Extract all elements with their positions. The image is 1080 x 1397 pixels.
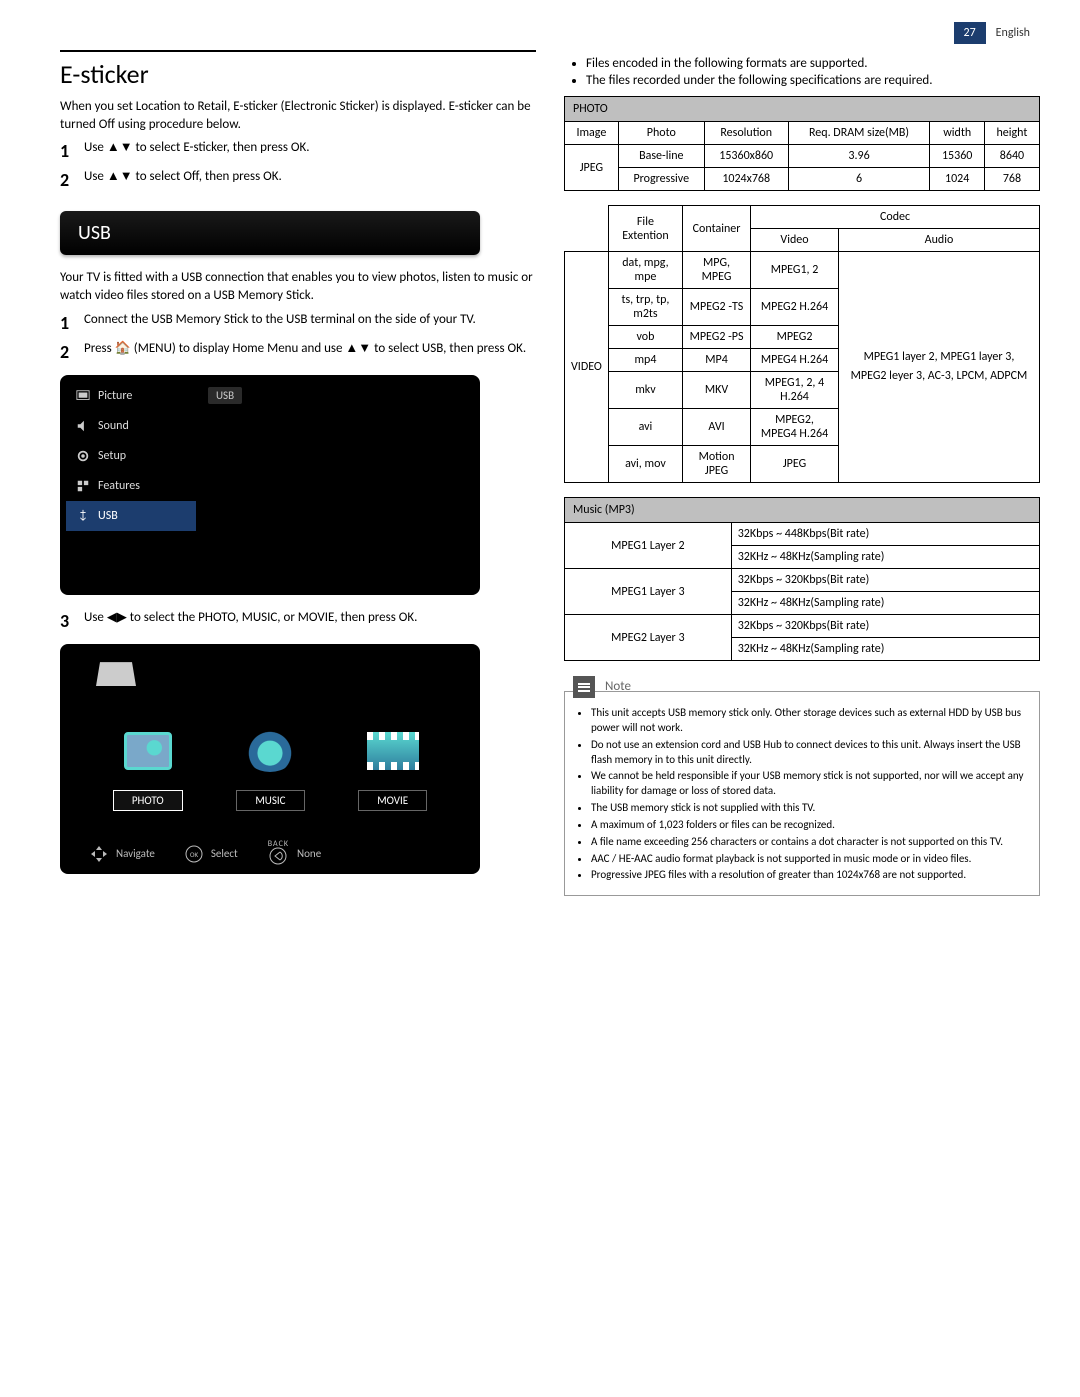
- esticker-steps: 1Use ▲▼ to select E-sticker, then press …: [60, 139, 536, 193]
- usb-intro: Your TV is fitted with a USB connection …: [60, 269, 536, 304]
- page-number-bar: 27 English: [954, 22, 1041, 44]
- music-table: Music (MP3) MPEG1 Layer 2 32Kbps ~ 448Kb…: [564, 497, 1040, 661]
- sidebar-item-features[interactable]: Features: [66, 471, 196, 501]
- step-text: Use ◀▶ to select the PHOTO, MUSIC, or MO…: [84, 609, 417, 634]
- tv-nav-bar: Navigate OK Select BACK None: [60, 839, 480, 868]
- media-item-movie[interactable]: MOVIE: [358, 726, 427, 811]
- step-text: Use ▲▼ to select E-sticker, then press O…: [84, 139, 310, 164]
- back-icon: [269, 847, 287, 865]
- note-item: A file name exceeding 256 characters or …: [591, 835, 1029, 850]
- nav-back: BACK None: [268, 839, 321, 868]
- step-text: Connect the USB Memory Stick to the USB …: [84, 311, 476, 336]
- format-bullets: Files encoded in the following formats a…: [564, 56, 1040, 88]
- table-row: MPEG1 Layer 3 32Kbps ~ 320Kbps(Bit rate): [565, 569, 1040, 592]
- table-row: MPEG2 Layer 3 32Kbps ~ 320Kbps(Bit rate): [565, 615, 1040, 638]
- menu-main-tag: USB: [208, 387, 242, 404]
- music-icon: [240, 726, 300, 776]
- music-band: Music (MP3): [565, 498, 1040, 523]
- table-row: Progressive 1024x768 6 1024 768: [565, 168, 1040, 191]
- media-item-photo[interactable]: PHOTO: [113, 726, 183, 811]
- sound-icon: [76, 419, 90, 433]
- gear-icon: [76, 449, 90, 463]
- bullet: The files recorded under the following s…: [586, 73, 1040, 88]
- photo-icon: [118, 726, 178, 776]
- tv-media-screenshot: PHOTO MUSIC MOVIE Navigate OK S: [60, 644, 480, 874]
- note-item: Progressive JPEG files with a resolution…: [591, 868, 1029, 883]
- note-icon: [573, 676, 595, 698]
- note-item: We cannot be held responsible if your US…: [591, 769, 1029, 799]
- ok-icon: OK: [185, 845, 203, 863]
- page-number: 27: [954, 22, 986, 44]
- note-item: The USB memory stick is not supplied wit…: [591, 801, 1029, 816]
- picture-icon: [76, 389, 90, 403]
- table-row: JPEG Base-line 15360x860 3.96 15360 8640: [565, 145, 1040, 168]
- sidebar-item-sound[interactable]: Sound: [66, 411, 196, 441]
- usb-heading-band: USB: [60, 211, 480, 255]
- media-item-music[interactable]: MUSIC: [236, 726, 304, 811]
- note-item: This unit accepts USB memory stick only.…: [591, 706, 1029, 736]
- usb-steps: 1Connect the USB Memory Stick to the USB…: [60, 311, 536, 365]
- dpad-icon: [90, 845, 108, 863]
- tv-menu-sidebar: Picture Sound Setup Features: [66, 381, 196, 531]
- left-column: E-sticker When you set Location to Retai…: [60, 20, 536, 896]
- usb-step3: 3Use ◀▶ to select the PHOTO, MUSIC, or M…: [60, 609, 536, 634]
- nav-select: OK Select: [185, 845, 238, 863]
- tv-menu-main: USB: [196, 381, 474, 531]
- note-list: This unit accepts USB memory stick only.…: [575, 706, 1029, 883]
- features-icon: [76, 479, 90, 493]
- bullet: Files encoded in the following formats a…: [586, 56, 1040, 71]
- usb-icon: [76, 509, 90, 523]
- note-item: Do not use an extension cord and USB Hub…: [591, 738, 1029, 768]
- sidebar-item-usb[interactable]: USB: [66, 501, 196, 531]
- note-item: A maximum of 1,023 folders or files can …: [591, 818, 1029, 833]
- nav-navigate: Navigate: [90, 845, 155, 863]
- video-table: File Extention Container Codec Video Aud…: [564, 205, 1040, 483]
- tv-menu-screenshot: Picture Sound Setup Features: [60, 375, 480, 595]
- page-language: English: [986, 22, 1040, 44]
- esticker-intro: When you set Location to Retail, E-stick…: [60, 98, 536, 133]
- note-box: Note This unit accepts USB memory stick …: [564, 691, 1040, 896]
- photo-table: PHOTO Image Photo Resolution Req. DRAM s…: [564, 96, 1040, 191]
- table-row: MPEG1 Layer 2 32Kbps ~ 448Kbps(Bit rate): [565, 523, 1040, 546]
- right-column: Files encoded in the following formats a…: [564, 20, 1040, 896]
- step-text: Use ▲▼ to select Off, then press OK.: [84, 168, 282, 193]
- photo-band: PHOTO: [565, 97, 1040, 122]
- section-title-esticker: E-sticker: [60, 50, 536, 90]
- sidebar-item-setup[interactable]: Setup: [66, 441, 196, 471]
- note-item: AAC / HE-AAC audio format playback is no…: [591, 852, 1029, 867]
- table-row: VIDEO dat, mpg, mpe MPG, MPEG MPEG1, 2 M…: [565, 252, 1040, 289]
- sidebar-item-picture[interactable]: Picture: [66, 381, 196, 411]
- note-title: Note: [605, 678, 631, 696]
- step-text: Press 🏠 (MENU) to display Home Menu and …: [84, 340, 526, 365]
- usb-drive-icon: [96, 662, 136, 686]
- svg-text:OK: OK: [190, 850, 199, 859]
- movie-icon: [363, 726, 423, 776]
